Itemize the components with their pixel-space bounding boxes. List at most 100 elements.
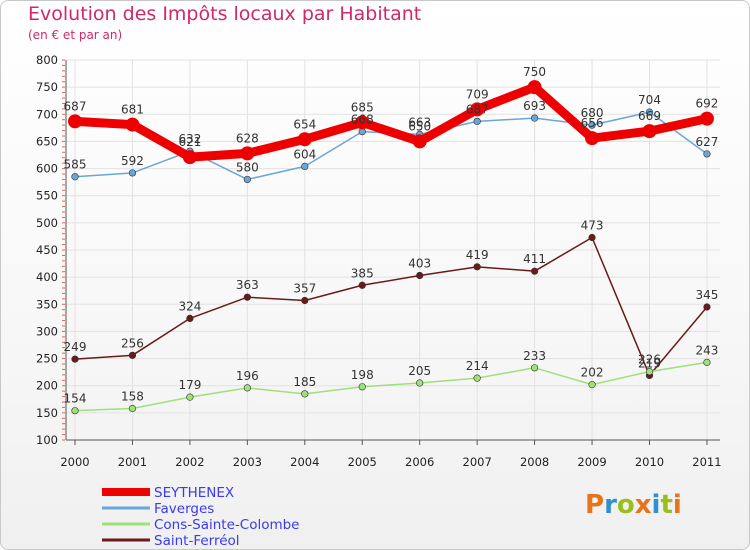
logo-letter: P — [585, 490, 605, 520]
logo-letter: r — [604, 490, 617, 520]
data-label-seythenex: 709 — [466, 87, 489, 101]
legend-label-saint-ferr-ol: Saint-Ferréol — [154, 533, 240, 549]
data-label-cons-sainte-colombe: 179 — [178, 378, 201, 392]
x-tick-label: 2009 — [577, 455, 606, 469]
point-faverges — [645, 108, 654, 116]
series-line-cons-sainte-colombe — [74, 361, 708, 412]
x-tick-label: 2004 — [290, 455, 319, 469]
data-label-faverges: 680 — [581, 106, 604, 120]
x-axis: 2000 2001 2002 2003 2004 2005 2006 2007 2008 2009… — [60, 439, 722, 469]
point-seythenex — [585, 131, 600, 146]
y-tick-label: 600 — [36, 162, 58, 176]
grid — [66, 59, 720, 441]
point-seythenex — [68, 114, 82, 129]
point-seythenex — [412, 134, 427, 149]
point-cons-sainte-colombe — [128, 404, 137, 413]
y-tick-label: 750 — [36, 80, 58, 94]
point-cons-sainte-colombe — [588, 381, 596, 389]
y-tick-label: 650 — [36, 134, 58, 148]
point-seythenex — [699, 111, 714, 126]
logo-letter: o — [616, 490, 635, 520]
point-saint-ferr-ol — [473, 263, 481, 271]
point-cons-sainte-colombe — [645, 368, 654, 376]
data-label-seythenex: 654 — [293, 117, 316, 131]
point-cons-sainte-colombe — [243, 384, 251, 392]
data-label-faverges: 693 — [523, 99, 546, 113]
data-label-saint-ferr-ol: 473 — [581, 219, 604, 233]
data-label-cons-sainte-colombe: 196 — [236, 369, 259, 383]
data-label-cons-sainte-colombe: 243 — [695, 343, 718, 357]
point-faverges — [473, 117, 481, 125]
logo-letter: i — [651, 490, 661, 520]
x-tick-label: 2011 — [692, 455, 721, 469]
point-seythenex — [297, 132, 312, 147]
point-cons-sainte-colombe — [358, 383, 366, 391]
data-label-faverges: 663 — [408, 115, 431, 129]
series-line-seythenex — [70, 82, 712, 162]
legend-label-seythenex: SEYTHENEX — [154, 485, 234, 501]
x-tick-label: 2008 — [520, 455, 549, 469]
y-tick-label: 300 — [36, 324, 58, 338]
data-label-saint-ferr-ol: 385 — [351, 266, 374, 280]
data-label-cons-sainte-colombe: 198 — [351, 368, 374, 382]
y-tick-label: 550 — [36, 189, 58, 203]
data-label-saint-ferr-ol: 324 — [178, 299, 201, 313]
data-label-seythenex: 650 — [408, 119, 431, 133]
data-label-faverges: 668 — [351, 113, 374, 127]
legend: SEYTHENEXFavergesCons-Sainte-ColombeSain… — [102, 485, 300, 549]
x-tick-label: 2005 — [348, 455, 377, 469]
x-tick-label: 2010 — [635, 455, 664, 469]
data-label-seythenex: 628 — [236, 131, 259, 145]
point-saint-ferr-ol — [301, 296, 309, 305]
y-tick-label: 500 — [36, 216, 58, 230]
data-label-faverges: 604 — [293, 147, 316, 161]
y-tick-label: 800 — [36, 53, 58, 67]
y-tick-label: 350 — [36, 297, 58, 311]
data-label-seythenex: 656 — [581, 116, 604, 130]
point-faverges — [128, 169, 137, 177]
series-group — [68, 80, 714, 415]
x-tick-label: 2003 — [233, 455, 262, 469]
point-saint-ferr-ol — [243, 293, 251, 301]
data-label-faverges: 592 — [121, 154, 144, 168]
data-label-seythenex: 621 — [178, 135, 201, 149]
chart-subtitle: (en € et par an) — [28, 28, 123, 42]
point-faverges — [703, 150, 711, 158]
data-label-cons-sainte-colombe: 214 — [466, 359, 489, 373]
y-tick-label: 700 — [36, 107, 58, 121]
data-label-cons-sainte-colombe: 226 — [638, 353, 661, 367]
y-tick-label: 100 — [36, 433, 58, 447]
data-label-saint-ferr-ol: 219 — [638, 356, 661, 370]
logo-letter: i — [672, 490, 682, 520]
data-label-faverges: 580 — [236, 160, 259, 174]
point-saint-ferr-ol — [128, 351, 137, 359]
point-saint-ferr-ol — [530, 267, 539, 275]
data-label-saint-ferr-ol: 411 — [523, 252, 546, 266]
y-tick-label: 150 — [36, 406, 58, 420]
data-label-cons-sainte-colombe: 202 — [581, 366, 604, 380]
data-label-seythenex: 750 — [523, 65, 546, 79]
x-tick-label: 2002 — [175, 455, 204, 469]
point-seythenex — [642, 124, 657, 139]
point-seythenex — [355, 115, 370, 130]
x-tick-label: 2001 — [118, 455, 147, 469]
data-label-faverges: 687 — [466, 102, 489, 116]
point-cons-sainte-colombe — [703, 358, 711, 366]
logo-letter: x — [634, 490, 652, 520]
data-label-saint-ferr-ol: 256 — [121, 336, 144, 350]
legend-label-cons-sainte-colombe: Cons-Sainte-Colombe — [154, 517, 300, 533]
data-label-faverges: 585 — [64, 158, 87, 172]
point-saint-ferr-ol — [416, 271, 424, 280]
data-label-saint-ferr-ol: 363 — [236, 278, 259, 292]
point-faverges — [588, 121, 596, 129]
proxiti-logo: Proxiti — [585, 490, 682, 520]
data-label-faverges: 704 — [638, 93, 661, 107]
point-seythenex — [527, 80, 542, 95]
data-label-saint-ferr-ol: 403 — [408, 257, 431, 271]
series-line-saint-ferr-ol — [74, 236, 708, 377]
point-saint-ferr-ol — [703, 303, 711, 311]
x-tick-label: 2007 — [463, 455, 492, 469]
x-tick-label: 2006 — [405, 455, 434, 469]
logo-letter: t — [660, 490, 673, 520]
